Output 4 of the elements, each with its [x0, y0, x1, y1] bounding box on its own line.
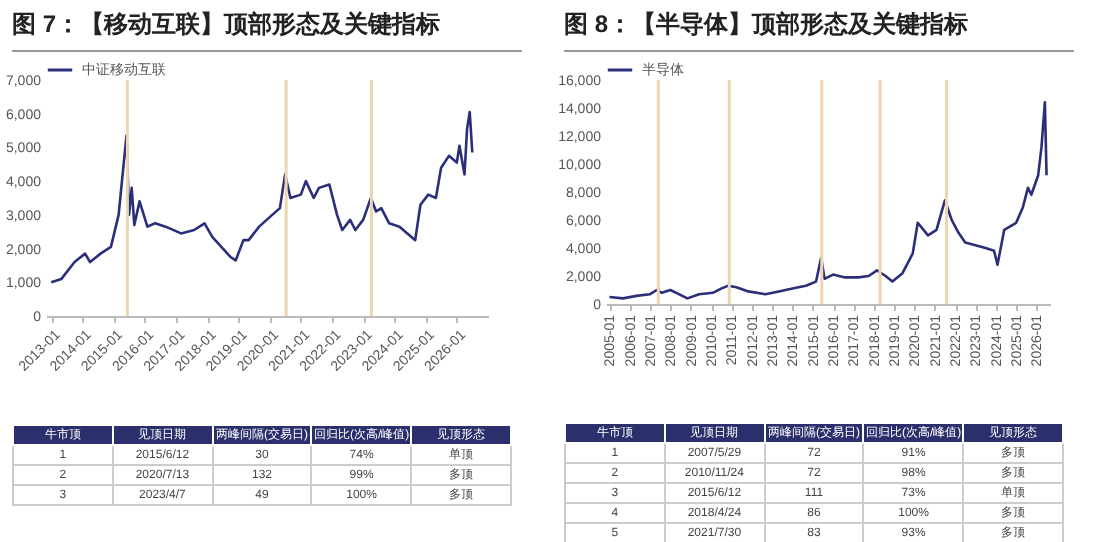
line-series	[49, 110, 474, 284]
chart-title: 图 8：【半导体】顶部形态及关键指标	[564, 8, 1074, 52]
chart-title: 图 7：【移动互联】顶部形态及关键指标	[12, 8, 522, 52]
line-series	[608, 101, 1048, 300]
